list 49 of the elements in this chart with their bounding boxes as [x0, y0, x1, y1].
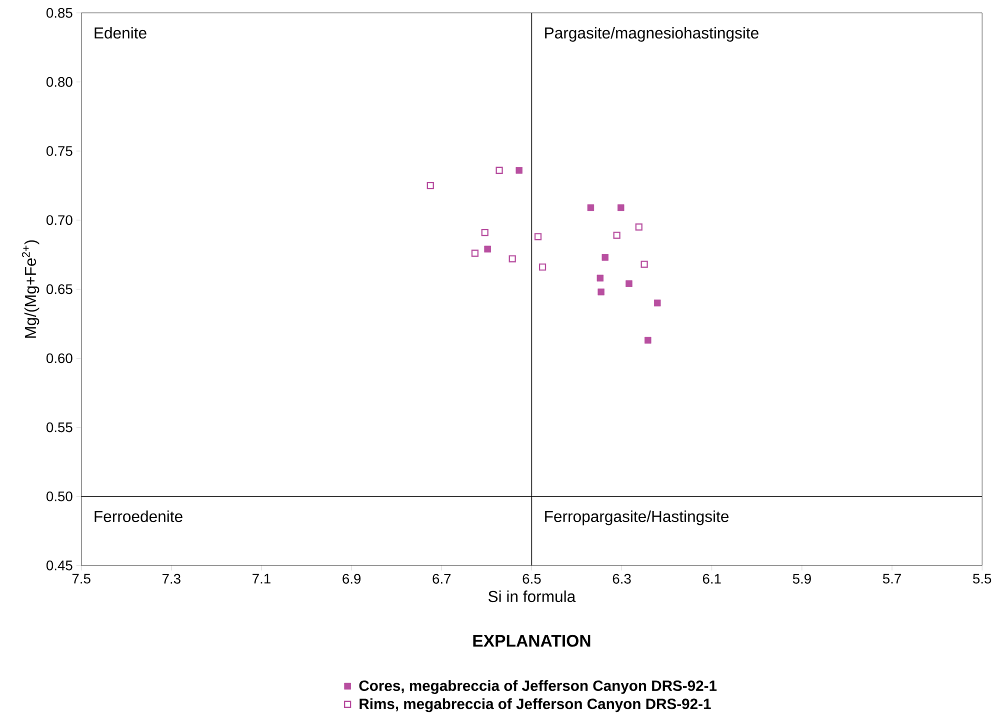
x-tick-label: 7.5	[72, 574, 90, 584]
x-tick-label: 6.1	[702, 574, 721, 584]
point	[484, 246, 491, 252]
point	[516, 166, 522, 174]
annotation: Ferroedenite	[94, 510, 182, 522]
annotation: Ferropargasite/Hastingsite	[545, 510, 729, 525]
x-tick-label: 7.3	[162, 574, 180, 584]
y-tick-label: 0.85	[46, 8, 72, 18]
point	[596, 274, 604, 282]
annotation: Edenite	[94, 26, 146, 38]
legend-label: Cores, megabreccia of Jefferson Canyon DRS-92-1	[359, 680, 717, 694]
point	[587, 204, 594, 211]
y-tick-label: 0.55	[46, 422, 72, 432]
x-tick-label: 5.7	[882, 574, 901, 584]
point	[496, 166, 503, 174]
y-tick-label: 0.65	[46, 284, 72, 294]
point	[602, 254, 608, 261]
point	[626, 280, 632, 287]
y-tick-label: 0.60	[46, 353, 72, 363]
x-tick-label: 6.5	[522, 574, 541, 584]
point	[598, 288, 604, 296]
point	[635, 223, 642, 230]
x-tick-label: 7.1	[252, 574, 270, 584]
x-tick-label: 5.5	[973, 574, 992, 584]
legend-title: EXPLANATION	[473, 634, 590, 647]
point	[618, 204, 624, 211]
y-tick-label: 0.50	[46, 491, 72, 502]
y-axis-title: Mg/(Mg+Fe$^{2+}$)	[22, 240, 40, 338]
point	[508, 254, 516, 262]
point	[654, 299, 661, 306]
legend-label: Rims, megabreccia of Jefferson Canyon DRS-92-1	[360, 698, 711, 712]
point	[640, 260, 648, 268]
x-tick-label: 6.9	[342, 574, 361, 584]
x-tick-label: 5.9	[792, 574, 811, 584]
y-tick-label: 0.70	[46, 214, 72, 225]
point	[613, 232, 620, 239]
point	[426, 182, 434, 189]
point	[538, 263, 546, 270]
y-tick-label: 0.45	[46, 560, 72, 570]
point	[481, 228, 488, 236]
x-tick-label: 6.3	[612, 574, 631, 584]
point	[534, 232, 542, 240]
y-tick-label: 0.75	[46, 146, 72, 156]
point	[471, 249, 479, 257]
annotation: Pargasite/magnesiohastingsite	[545, 26, 758, 42]
y-tick-label: 0.80	[46, 76, 72, 87]
x-tick-label: 6.7	[432, 574, 451, 584]
x-axis-title: Si in formula	[488, 590, 576, 602]
point	[644, 336, 652, 344]
